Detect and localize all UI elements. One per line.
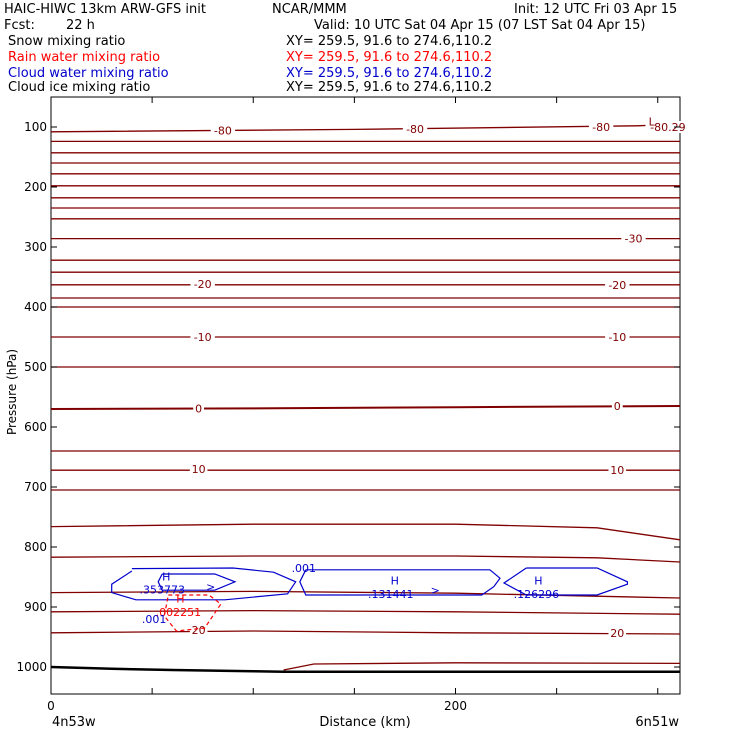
isotherm-label-bg (605, 331, 630, 343)
isotherm-label: 20 (610, 627, 624, 640)
isotherm-label-bg (190, 278, 215, 291)
y-tick-label: 200 (24, 180, 47, 194)
cloud-water-contour (157, 573, 237, 591)
contour-annotation: > (206, 581, 215, 594)
isotherm-line (50, 630, 681, 635)
isotherm-label-bg (189, 623, 208, 636)
field-name-cloud-ice: Cloud ice mixing ratio (8, 80, 151, 95)
y-tick-label: 800 (24, 540, 47, 554)
isotherm-label: 20 (192, 624, 206, 637)
isotherm-label: -10 (608, 331, 626, 344)
plot-frame (50, 96, 681, 695)
x-tick-label: 200 (444, 699, 467, 713)
field-xy-cloud-ice: XY= 259.5, 91.6 to 274.6,110.2 (286, 80, 493, 95)
isotherm-line (50, 609, 681, 615)
isotherm-label-bg (621, 232, 646, 245)
contour-annotation: H (391, 575, 399, 588)
rain-water-contour (163, 594, 222, 632)
isotherm-label: -80 (592, 121, 610, 134)
contour-annotation: .353773 (139, 584, 185, 597)
isotherm-label-bg (605, 278, 630, 291)
field-name-snow: Snow mixing ratio (8, 34, 126, 49)
isotherm-line (283, 662, 681, 671)
y-tick-label: 600 (24, 420, 47, 434)
isotherm-line (50, 405, 681, 410)
isotherm-label: -80.29 (650, 121, 685, 134)
isotherm-label: -20 (194, 278, 212, 291)
isotherm-label: 0 (614, 400, 621, 413)
contour-annotation: H (162, 570, 170, 583)
isotherm-label: -10 (194, 331, 212, 344)
isotherm-label-bg (611, 400, 623, 412)
y-tick-label: 1000 (16, 660, 47, 674)
contour-annotation: .002251 (156, 606, 202, 619)
isotherm-label-bg (402, 122, 428, 135)
init-time: Init: 12 UTC Fri 03 Apr 15 (514, 2, 678, 17)
x-endpoint-left: 4n53w (52, 715, 96, 730)
contour-annotation: H (534, 575, 542, 588)
contour-annotation: L (649, 116, 656, 129)
isotherm-label-bg (588, 121, 614, 133)
y-tick-label: 300 (24, 240, 47, 254)
x-axis-label: Distance (km) (319, 715, 410, 730)
terrain-line (50, 665, 680, 674)
isotherm-label-bg (193, 402, 205, 415)
y-axis-label: Pressure (hPa) (5, 349, 19, 435)
y-tick-label: 900 (24, 600, 47, 614)
isotherm-label-bg (608, 464, 627, 477)
y-tick-label: 500 (24, 360, 47, 374)
cloud-water-contour (502, 567, 628, 596)
isotherm-label-bg (645, 121, 691, 133)
x-endpoint-right: 6n51w (635, 715, 679, 730)
valid-time: Valid: 10 UTC Sat 04 Apr 15 (07 LST Sat … (314, 18, 646, 33)
isotherm-label: 0 (195, 402, 202, 415)
field-xy-rain: XY= 259.5, 91.6 to 274.6,110.2 (286, 50, 493, 65)
y-tick-label: 400 (24, 300, 47, 314)
cloud-water-contour (299, 569, 501, 596)
field-xy-cloud-water: XY= 259.5, 91.6 to 274.6,110.2 (286, 66, 493, 81)
isotherm-label: -30 (624, 233, 642, 246)
contour-annotation: .126296 (514, 588, 560, 601)
isotherm-line (50, 523, 681, 541)
isotherm-label: 10 (610, 464, 624, 477)
field-name-cloud-water: Cloud water mixing ratio (8, 66, 169, 81)
y-tick-label: 700 (24, 480, 47, 494)
isotherm-label: -80 (214, 125, 232, 138)
isotherm-label: -20 (608, 279, 626, 292)
model-title: HAIC-HIWC 13km ARW-GFS init (4, 2, 206, 17)
forecast-label: Fcst: (4, 18, 35, 33)
contour-annotation: .131441 (368, 588, 414, 601)
org-label: NCAR/MMM (272, 2, 347, 17)
isotherm-label: 10 (192, 463, 206, 476)
contour-annotation: .001 (292, 562, 317, 575)
forecast-hours: 22 h (66, 18, 95, 33)
field-xy-snow: XY= 259.5, 91.6 to 274.6,110.2 (286, 34, 493, 49)
isotherm-label-bg (210, 124, 236, 137)
x-tick-label: 0 (47, 699, 55, 713)
isotherm-label-bg (190, 331, 215, 343)
isotherm-label-bg (608, 626, 627, 639)
contour-annotation: H (176, 593, 184, 606)
isotherm-label: -80 (406, 123, 424, 136)
field-name-rain: Rain water mixing ratio (8, 50, 161, 65)
cloud-water-contour (111, 567, 297, 601)
contour-annotation: .001 (142, 613, 167, 626)
isotherm-line (50, 555, 681, 563)
isotherm-label-bg (189, 463, 208, 475)
contour-annotation: > (431, 584, 440, 597)
y-tick-label: 100 (24, 120, 47, 134)
isotherm-line (50, 123, 681, 133)
